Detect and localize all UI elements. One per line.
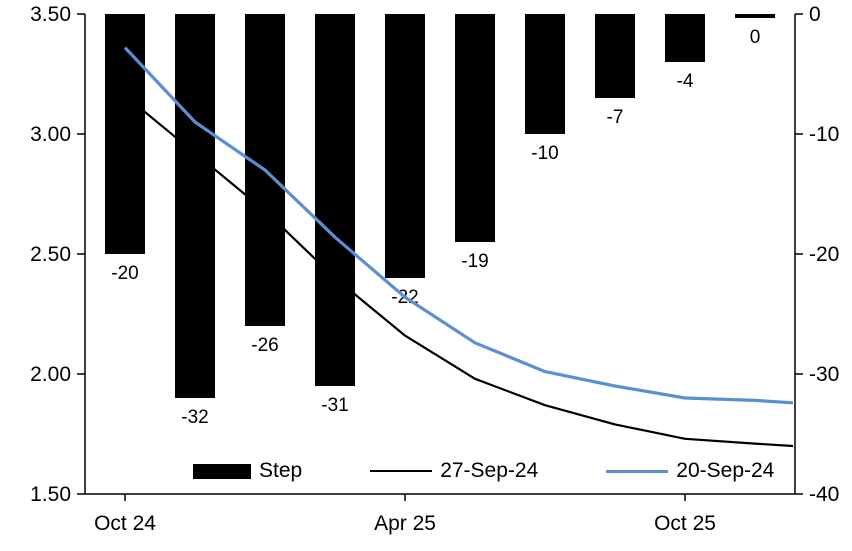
step-bar: [175, 14, 215, 398]
legend-label-27-sep-24: 27-Sep-24: [440, 459, 539, 482]
bar-value-label: -4: [677, 71, 694, 92]
bar-value-label: -10: [531, 143, 558, 164]
bar-value-label: -7: [607, 107, 624, 128]
chart-legend: Step 27-Sep-24 20-Sep-24: [193, 456, 774, 486]
step-bar: [455, 14, 495, 242]
step-bar-swatch: [193, 463, 251, 479]
bar-value-label: -31: [321, 395, 348, 416]
bar-value-label: -19: [461, 251, 488, 272]
legend-item-27-sep-24: 27-Sep-24: [370, 459, 538, 483]
left-axis-tick-label: 2.50: [30, 243, 71, 266]
legend-item-step: Step: [193, 459, 302, 483]
step-bar: [315, 14, 355, 386]
bar-value-label: 0: [750, 27, 761, 48]
step-bar: [385, 14, 425, 278]
legend-label-step: Step: [259, 459, 303, 482]
bar-value-label: -26: [251, 335, 278, 356]
x-axis-tick-label: Oct 24: [94, 512, 156, 535]
line-series-20-Sep-24: [123, 46, 794, 405]
step-bar: [595, 14, 635, 98]
step-bar: [525, 14, 565, 134]
line-swatch-20-sep-24: [606, 469, 669, 473]
right-axis-tick-label: -20: [809, 243, 839, 266]
left-axis-tick-label: 3.00: [30, 123, 71, 146]
left-axis-tick-label: 2.00: [30, 363, 71, 386]
left-axis-tick-label: 3.50: [30, 3, 71, 26]
step-bar: [735, 14, 775, 18]
step-bar: [665, 14, 705, 62]
bar-value-label: -20: [111, 263, 138, 284]
x-axis-tick-label: Apr 25: [374, 512, 436, 535]
right-axis-tick-label: -10: [809, 123, 839, 146]
line-series-27-Sep-24: [124, 94, 794, 448]
x-axis-tick-label: Oct 25: [654, 512, 716, 535]
right-axis-tick-label: 0: [809, 3, 821, 26]
step-bar: [105, 14, 145, 254]
line-swatch-27-sep-24: [370, 470, 433, 472]
bar-value-label: -32: [181, 407, 208, 428]
left-axis-tick-label: 1.50: [30, 483, 71, 506]
right-axis-tick-label: -30: [809, 363, 839, 386]
legend-item-20-sep-24: 20-Sep-24: [606, 459, 774, 483]
right-axis-tick-label: -40: [809, 483, 839, 506]
legend-label-20-sep-24: 20-Sep-24: [676, 459, 775, 482]
